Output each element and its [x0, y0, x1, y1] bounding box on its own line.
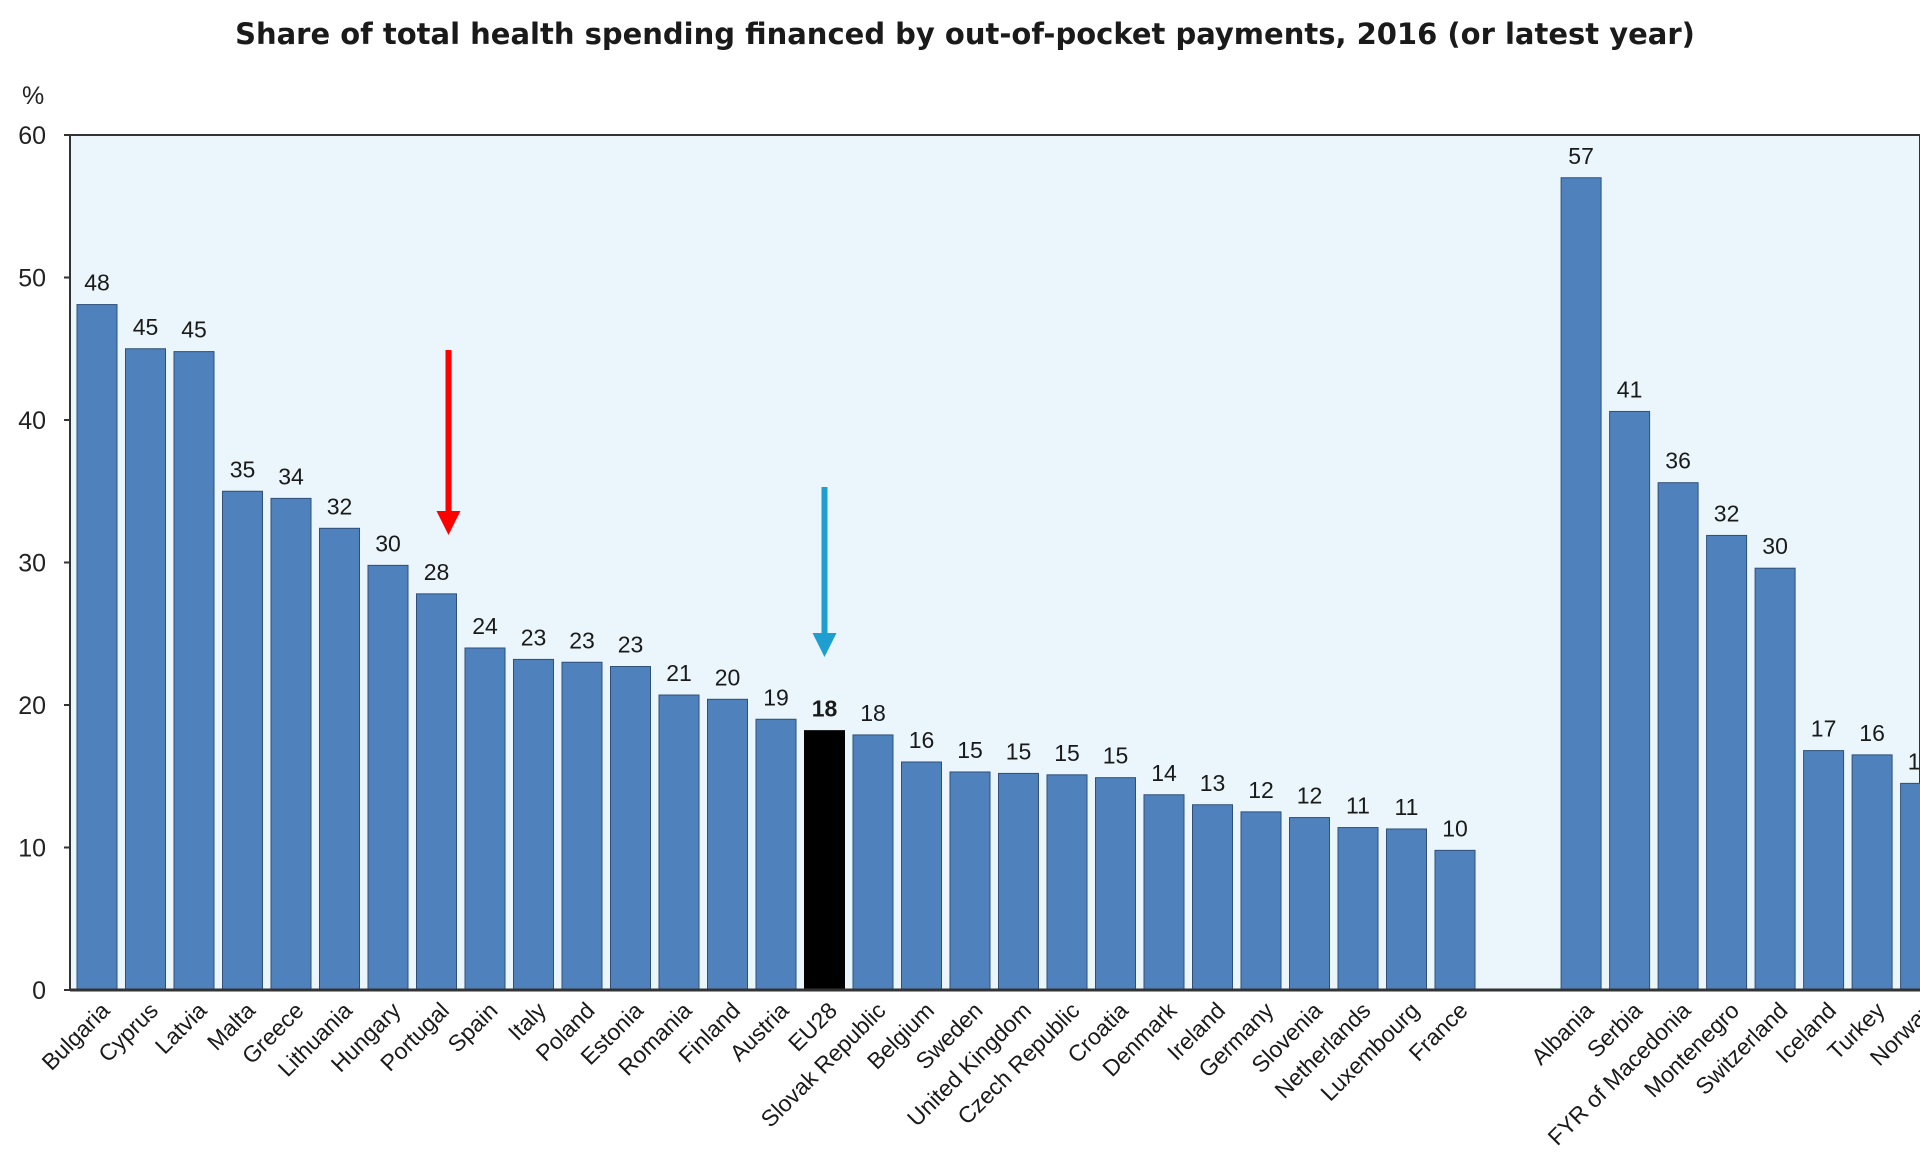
x-tick-label-albania: Albania: [1526, 997, 1599, 1070]
bar-montenegro: [1706, 534, 1748, 991]
bar-bulgaria: [76, 304, 118, 991]
arrow-portugal-head: [436, 511, 461, 535]
bar-finland: [707, 698, 748, 991]
data-label-greece: 34: [278, 463, 304, 489]
bar-germany: [1240, 811, 1282, 991]
bar-romania: [658, 694, 700, 991]
data-label-fyr-of-macedonia: 36: [1665, 448, 1691, 474]
bar-spain: [464, 647, 506, 991]
data-label-hungary: 30: [375, 530, 401, 556]
bar-denmark: [1143, 794, 1185, 991]
bar-united-kingdom: [998, 772, 1039, 991]
bar-latvia: [173, 351, 215, 991]
bar-albania: [1560, 177, 1602, 991]
bar-sweden: [949, 771, 991, 991]
bar-poland: [561, 661, 603, 991]
data-label-norway: 15: [1908, 748, 1920, 774]
y-tick-label: 30: [18, 550, 46, 578]
data-label-albania: 57: [1568, 143, 1594, 169]
data-label-spain: 24: [472, 613, 498, 639]
data-label-italy: 23: [521, 624, 547, 650]
data-label-poland: 23: [569, 627, 595, 653]
bar-hungary: [367, 564, 409, 991]
data-label-belgium: 16: [909, 727, 935, 753]
y-tick-label: 0: [32, 977, 46, 1005]
y-tick-label: 20: [18, 692, 46, 720]
x-tick-label-latvia: Latvia: [150, 997, 212, 1059]
data-label-ireland: 13: [1200, 770, 1226, 796]
arrow-eu28-head: [812, 633, 837, 657]
data-label-finland: 20: [715, 664, 741, 690]
data-label-netherlands: 11: [1346, 793, 1370, 819]
data-label-germany: 12: [1248, 777, 1274, 803]
data-label-croatia: 15: [1103, 743, 1129, 769]
bar-cyprus: [125, 348, 166, 991]
data-label-switzerland: 30: [1762, 533, 1788, 559]
bar-italy: [513, 658, 554, 991]
data-label-united-kingdom: 15: [1006, 738, 1032, 764]
data-label-slovenia: 12: [1297, 783, 1323, 809]
data-label-malta: 35: [230, 456, 256, 482]
data-label-latvia: 45: [181, 317, 207, 343]
bar-norway: [1900, 782, 1920, 991]
y-tick-label: 40: [18, 407, 46, 435]
bar-ireland: [1192, 804, 1233, 991]
bar-fyr-of-macedonia: [1657, 482, 1699, 991]
bar-belgium: [901, 761, 942, 991]
data-label-france: 10: [1442, 815, 1468, 841]
y-tick-label: 50: [18, 265, 46, 293]
bar-netherlands: [1337, 827, 1379, 991]
data-label-iceland: 17: [1811, 716, 1837, 742]
data-label-romania: 21: [666, 660, 692, 686]
y-tick-label: 10: [18, 835, 46, 863]
data-label-montenegro: 32: [1714, 500, 1740, 526]
data-label-slovak-republic: 18: [860, 700, 886, 726]
y-tick-label: 60: [18, 122, 46, 150]
bar-serbia: [1609, 410, 1651, 991]
bar-austria: [755, 718, 797, 991]
y-axis-unit-label: %: [22, 82, 44, 110]
bar-lithuania: [319, 527, 360, 991]
bar-turkey: [1851, 754, 1893, 991]
bar-czech-republic: [1046, 774, 1088, 991]
x-tick-label-bulgaria: Bulgaria: [36, 997, 114, 1075]
bar-france: [1434, 849, 1476, 991]
data-label-bulgaria: 48: [84, 270, 110, 296]
bar-switzerland: [1754, 567, 1796, 991]
data-label-portugal: 28: [424, 559, 450, 585]
bar-croatia: [1095, 777, 1136, 991]
bar-malta: [222, 490, 263, 991]
data-label-lithuania: 32: [327, 493, 353, 519]
data-label-austria: 19: [763, 684, 789, 710]
bar-luxembourg: [1386, 828, 1427, 991]
bar-slovenia: [1289, 817, 1330, 991]
data-label-serbia: 41: [1617, 376, 1643, 402]
bar-portugal: [416, 593, 457, 991]
data-label-denmark: 14: [1151, 760, 1177, 786]
data-label-turkey: 16: [1859, 720, 1885, 746]
x-tick-label-spain: Spain: [443, 997, 503, 1057]
bar-iceland: [1803, 750, 1845, 991]
bar-estonia: [610, 666, 651, 991]
data-label-estonia: 23: [618, 632, 644, 658]
data-label-luxembourg: 11: [1395, 794, 1419, 820]
data-label-eu28: 18: [812, 696, 838, 722]
bar-slovak-republic: [852, 734, 894, 991]
chart-title: Share of total health spending financed …: [235, 17, 1695, 51]
data-label-cyprus: 45: [133, 314, 159, 340]
plot-area: 010203040506048Bulgaria45Cyprus45Latvia3…: [18, 122, 1920, 1150]
bar-eu28: [804, 730, 845, 991]
data-label-czech-republic: 15: [1054, 740, 1080, 766]
data-label-sweden: 15: [957, 737, 983, 763]
bar-greece: [270, 497, 312, 991]
